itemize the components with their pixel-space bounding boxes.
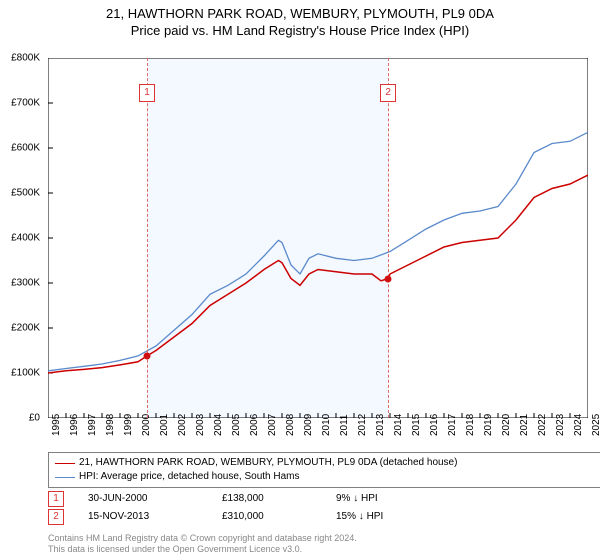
y-tick-label: £600K: [11, 143, 40, 154]
x-tick-label: 2005: [231, 414, 242, 436]
x-tick-label: 2013: [375, 414, 386, 436]
sale-marker-icon: 1: [48, 491, 64, 507]
footnote-line: Contains HM Land Registry data © Crown c…: [48, 533, 357, 545]
y-tick-label: £0: [29, 413, 40, 424]
legend-label: 21, HAWTHORN PARK ROAD, WEMBURY, PLYMOUT…: [79, 456, 457, 470]
x-tick-label: 2001: [159, 414, 170, 436]
x-axis: 1995199619971998199920002001200220032004…: [48, 420, 588, 450]
x-tick-label: 2009: [303, 414, 314, 436]
sale-price: £310,000: [222, 508, 312, 526]
x-tick-label: 2008: [285, 414, 296, 436]
x-tick-label: 2015: [411, 414, 422, 436]
marker-flag: 2: [380, 84, 396, 102]
plot-area: 12: [48, 58, 588, 418]
legend: 21, HAWTHORN PARK ROAD, WEMBURY, PLYMOUT…: [48, 452, 600, 488]
marker-dot: [144, 352, 151, 359]
x-tick-label: 2017: [447, 414, 458, 436]
x-tick-label: 2014: [393, 414, 404, 436]
x-tick-label: 2006: [249, 414, 260, 436]
chart-title: 21, HAWTHORN PARK ROAD, WEMBURY, PLYMOUT…: [0, 0, 600, 40]
y-tick-label: £800K: [11, 53, 40, 64]
marker-line: [147, 58, 148, 418]
x-tick-label: 2003: [195, 414, 206, 436]
legend-row: HPI: Average price, detached house, Sout…: [55, 470, 595, 484]
x-tick-label: 2007: [267, 414, 278, 436]
y-axis: £0£100K£200K£300K£400K£500K£600K£700K£80…: [0, 58, 44, 418]
sale-row: 2 15-NOV-2013 £310,000 15% ↓ HPI: [48, 508, 588, 526]
x-tick-label: 1997: [87, 414, 98, 436]
x-tick-label: 2021: [519, 414, 530, 436]
x-tick-label: 1999: [123, 414, 134, 436]
x-tick-label: 1998: [105, 414, 116, 436]
sales-table: 1 30-JUN-2000 £138,000 9% ↓ HPI 2 15-NOV…: [48, 490, 588, 526]
chart-container: 21, HAWTHORN PARK ROAD, WEMBURY, PLYMOUT…: [0, 0, 600, 560]
sale-date: 30-JUN-2000: [88, 490, 198, 508]
sale-row: 1 30-JUN-2000 £138,000 9% ↓ HPI: [48, 490, 588, 508]
x-tick-label: 2024: [573, 414, 584, 436]
x-tick-label: 2004: [213, 414, 224, 436]
y-tick-label: £400K: [11, 233, 40, 244]
x-tick-label: 2016: [429, 414, 440, 436]
x-tick-label: 2010: [321, 414, 332, 436]
chart-svg: [48, 58, 588, 418]
x-tick-label: 2023: [555, 414, 566, 436]
x-tick-label: 2025: [591, 414, 600, 436]
y-tick-label: £300K: [11, 278, 40, 289]
y-tick-label: £100K: [11, 368, 40, 379]
sale-price: £138,000: [222, 490, 312, 508]
sale-marker-icon: 2: [48, 509, 64, 525]
legend-row: 21, HAWTHORN PARK ROAD, WEMBURY, PLYMOUT…: [55, 456, 595, 470]
marker-line: [388, 58, 389, 418]
x-tick-label: 2011: [339, 414, 350, 436]
x-tick-label: 2012: [357, 414, 368, 436]
x-tick-label: 2018: [465, 414, 476, 436]
y-tick-label: £500K: [11, 188, 40, 199]
x-tick-label: 1996: [69, 414, 80, 436]
x-tick-label: 2022: [537, 414, 548, 436]
legend-swatch: [55, 463, 75, 464]
y-tick-label: £200K: [11, 323, 40, 334]
footnote-line: This data is licensed under the Open Gov…: [48, 544, 357, 556]
legend-swatch: [55, 477, 75, 478]
sale-delta: 15% ↓ HPI: [336, 508, 383, 526]
title-line-1: 21, HAWTHORN PARK ROAD, WEMBURY, PLYMOUT…: [0, 6, 600, 23]
marker-flag: 1: [139, 84, 155, 102]
marker-dot: [385, 275, 392, 282]
title-line-2: Price paid vs. HM Land Registry's House …: [0, 23, 600, 40]
x-tick-label: 2019: [483, 414, 494, 436]
x-tick-label: 2002: [177, 414, 188, 436]
y-tick-label: £700K: [11, 98, 40, 109]
x-tick-label: 2020: [501, 414, 512, 436]
sale-date: 15-NOV-2013: [88, 508, 198, 526]
footnote: Contains HM Land Registry data © Crown c…: [48, 533, 357, 556]
x-tick-label: 1995: [51, 414, 62, 436]
sale-delta: 9% ↓ HPI: [336, 490, 378, 508]
legend-label: HPI: Average price, detached house, Sout…: [79, 470, 300, 484]
